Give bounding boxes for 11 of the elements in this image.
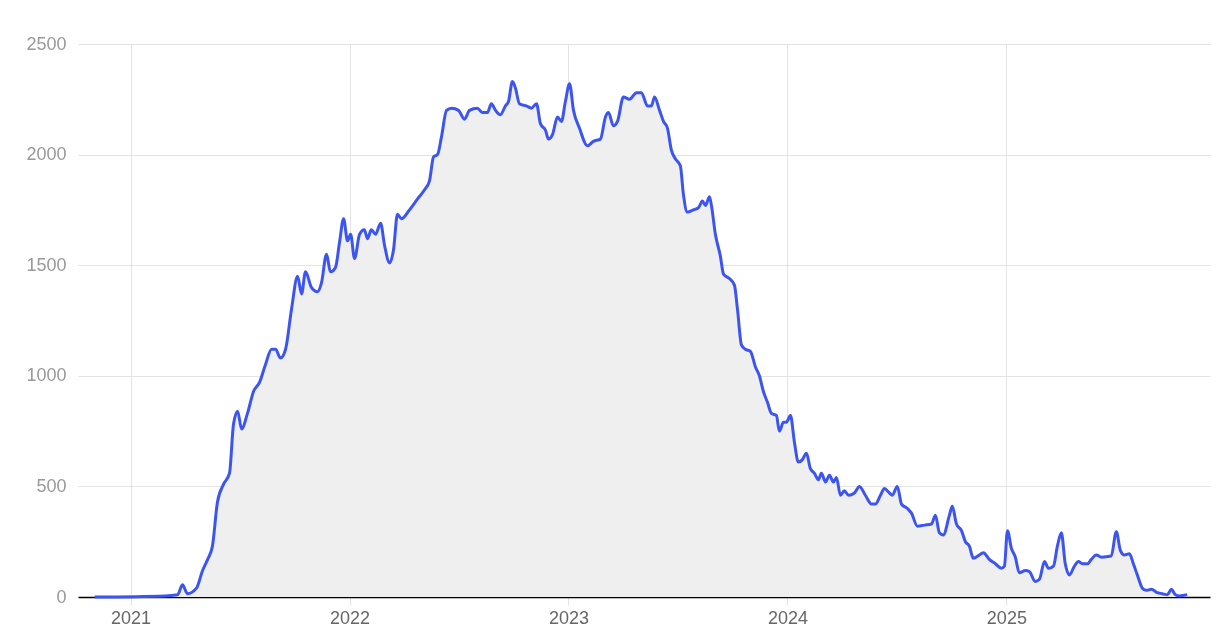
y-tick-label: 2500 <box>26 33 67 54</box>
x-tick-label: 2022 <box>329 607 371 628</box>
y-tick-label: 1000 <box>26 365 67 386</box>
y-tick-label: 1500 <box>26 254 67 275</box>
x-tick-label: 2024 <box>767 607 808 628</box>
y-tick-label: 500 <box>36 475 67 496</box>
x-tick-label: 2023 <box>548 607 589 628</box>
x-tick-label: 2025 <box>986 607 1027 628</box>
y-tick-label: 2000 <box>26 144 67 165</box>
y-tick-label: 0 <box>56 586 67 607</box>
x-tick-label: 2021 <box>111 607 152 628</box>
